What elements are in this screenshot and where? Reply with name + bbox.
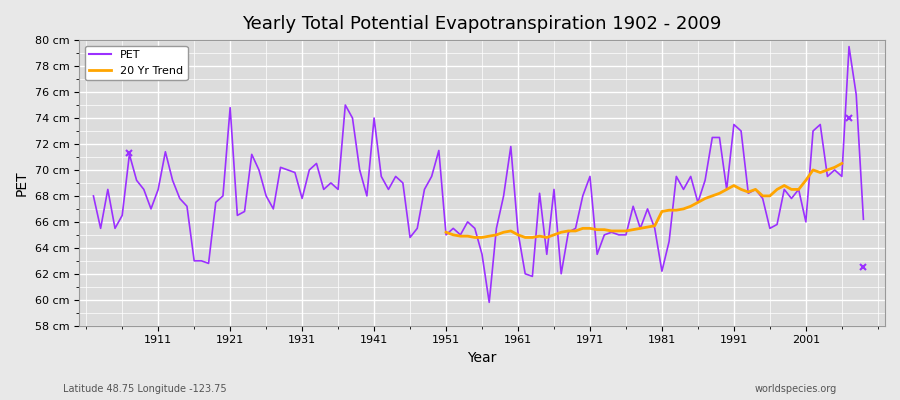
Title: Yearly Total Potential Evapotranspiration 1902 - 2009: Yearly Total Potential Evapotranspiratio…	[242, 15, 722, 33]
Y-axis label: PET: PET	[15, 170, 29, 196]
Text: Latitude 48.75 Longitude -123.75: Latitude 48.75 Longitude -123.75	[63, 384, 227, 394]
Legend: PET, 20 Yr Trend: PET, 20 Yr Trend	[85, 46, 188, 80]
Text: worldspecies.org: worldspecies.org	[755, 384, 837, 394]
X-axis label: Year: Year	[467, 351, 497, 365]
